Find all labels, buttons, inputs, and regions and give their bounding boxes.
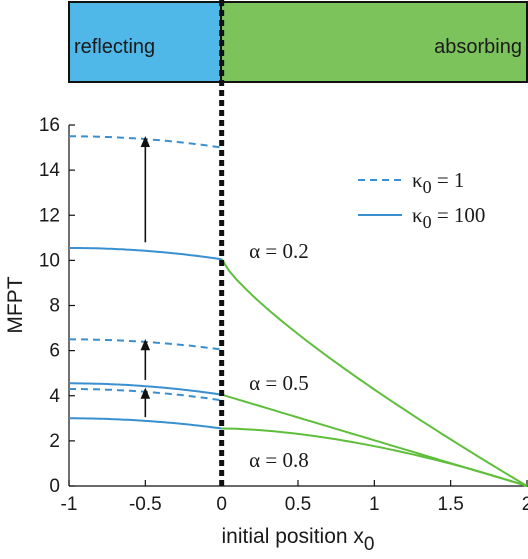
x-axis-label: initial position x0 [222,525,375,555]
legend-symbol: κ [412,168,423,192]
series-line-alpha-0.5-reflecting-kappa100 [69,382,222,396]
series-line-alpha-0.8-reflecting-kappa100 [69,417,222,430]
y-tick-label: 10 [39,250,60,271]
legend-subscript: 0 [423,212,432,232]
legend-value: = 1 [432,168,465,192]
reflecting-region [68,1,222,83]
absorbing-label: absorbing [434,36,522,58]
alpha-label: α = 0.8 [249,448,309,472]
x-tick-label: 1 [369,494,380,515]
y-tick-label: 0 [49,476,60,497]
y-tick-label: 12 [39,205,60,226]
y-tick-label: 2 [49,431,60,452]
x-tick-label: 0.5 [285,494,311,515]
y-tick-label: 4 [49,386,60,407]
x-tick-label: -0.5 [129,494,162,515]
x-ticks: -1 -0.5 0 0.5 1 1.5 2 [61,480,528,515]
y-ticks: 0 2 4 6 8 10 12 14 16 [39,115,75,497]
x-tick-label: 1.5 [437,494,463,515]
y-axis-label: MFPT [4,276,27,333]
reflecting-label: reflecting [74,36,155,58]
legend-entry: κ0 = 1 [412,168,464,197]
legend-value: = 100 [432,203,486,227]
x-axis-label-main: initial position x [222,525,365,548]
x-tick-label: -1 [61,494,78,515]
y-tick-label: 6 [49,341,60,362]
x-axis-label-sub: 0 [364,534,375,555]
region-bar: reflecting absorbing [68,1,528,83]
y-tick-label: 14 [39,160,61,181]
x-tick-label: 2 [522,494,528,515]
legend: κ0 = 1κ0 = 100 [358,168,485,232]
legend-entry: κ0 = 100 [412,203,485,232]
series-line-alpha-0.2-reflecting-kappa100 [69,247,222,261]
legend-symbol: κ [412,203,423,227]
alpha-labels: α = 0.2 α = 0.5 α = 0.8 [249,239,309,472]
alpha-label: α = 0.2 [249,239,309,263]
series-line-alpha-0.2-absorbing [220,258,528,487]
y-tick-label: 8 [49,296,60,317]
legend-subscript: 0 [423,177,432,197]
x-tick-label: 0 [216,494,227,515]
series-line-alpha-0.8-absorbing [221,427,528,487]
y-tick-label: 16 [39,115,60,136]
alpha-label: α = 0.5 [249,371,309,395]
absorbing-region [220,1,528,83]
